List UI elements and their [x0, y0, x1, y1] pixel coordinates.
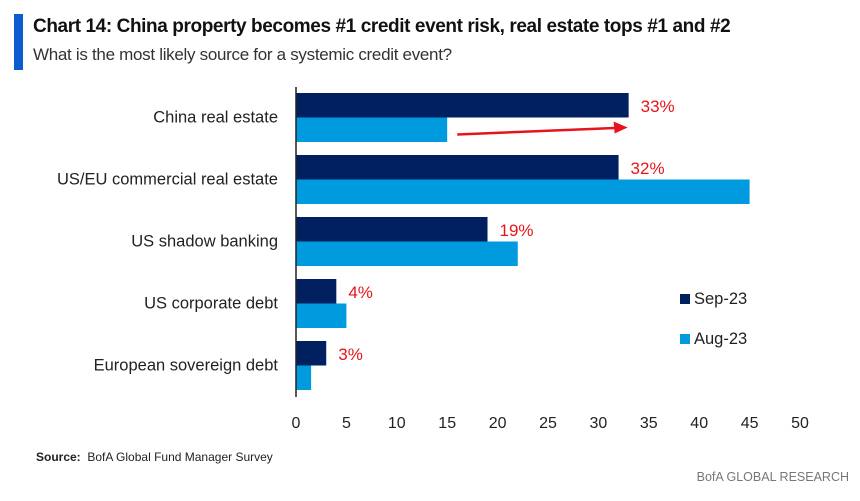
legend-swatch-sep-23: [680, 294, 690, 304]
bar-sep-23: [296, 279, 337, 304]
x-tick-label: 20: [489, 415, 507, 432]
bar-sep-23: [296, 217, 488, 242]
bar-aug-23: [296, 365, 312, 390]
x-tick-label: 10: [388, 415, 406, 432]
x-tick-label: 50: [791, 415, 809, 432]
chart-title: Chart 14: China property becomes #1 cred…: [33, 16, 731, 37]
bar-aug-23: [296, 117, 448, 142]
category-label: China real estate: [153, 109, 278, 127]
source-note: Source: BofA Global Fund Manager Survey: [36, 450, 273, 464]
category-label: US corporate debt: [144, 295, 278, 313]
bar-aug-23: [296, 241, 518, 266]
category-label: US shadow banking: [131, 233, 278, 251]
category-label: European sovereign debt: [94, 357, 279, 375]
x-tick-label: 0: [292, 415, 301, 432]
data-label: 32%: [631, 159, 665, 178]
x-tick-label: 45: [741, 415, 759, 432]
data-label: 19%: [500, 221, 534, 240]
legend-label: Aug-23: [694, 330, 747, 348]
bar-aug-23: [296, 179, 750, 204]
data-label: 33%: [641, 97, 675, 116]
trend-arrow-head: [613, 121, 628, 134]
chart-subtitle: What is the most likely source for a sys…: [33, 45, 452, 64]
bar-aug-23: [296, 303, 347, 328]
category-label: US/EU commercial real estate: [57, 171, 278, 189]
x-tick-label: 30: [590, 415, 608, 432]
trend-arrow-line: [457, 126, 615, 136]
x-tick-label: 40: [690, 415, 708, 432]
data-label: 3%: [338, 345, 363, 364]
x-tick-label: 25: [539, 415, 557, 432]
legend-label: Sep-23: [694, 290, 747, 308]
bar-sep-23: [296, 155, 619, 180]
source-text: BofA Global Fund Manager Survey: [87, 450, 273, 464]
x-tick-label: 5: [342, 415, 351, 432]
source-label: Source:: [36, 450, 81, 464]
title-accent-bar: [14, 14, 23, 70]
legend-swatch-aug-23: [680, 334, 690, 344]
bar-sep-23: [296, 93, 629, 118]
bar-sep-23: [296, 341, 327, 366]
data-label: 4%: [348, 283, 373, 302]
x-tick-label: 35: [640, 415, 658, 432]
brand-label: BofA GLOBAL RESEARCH: [696, 470, 849, 484]
x-tick-label: 15: [438, 415, 456, 432]
